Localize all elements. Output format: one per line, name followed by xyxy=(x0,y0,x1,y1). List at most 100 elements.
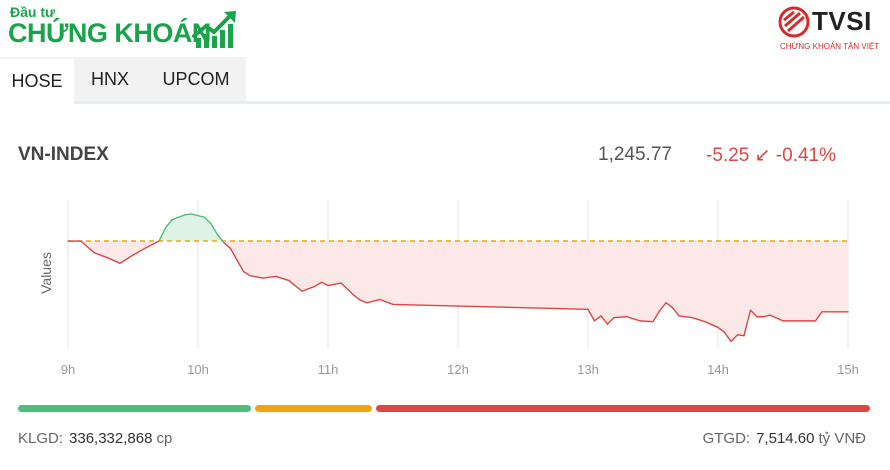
index-line-segment xyxy=(210,223,219,236)
volume-unit: cp xyxy=(156,430,173,447)
index-line-segment xyxy=(203,216,212,225)
down-arrow-icon: ↙ xyxy=(754,145,771,166)
index-line-segment xyxy=(262,275,277,279)
index-line-segment xyxy=(736,334,745,337)
index-line-segment xyxy=(80,240,95,254)
volume-label: KLGD: xyxy=(18,430,64,447)
index-value: 1,245.77 xyxy=(598,144,672,165)
index-line-segment xyxy=(769,314,784,322)
partner-logo[interactable]: TVSI CHỨNG KHOÁN TÂN VIỆT xyxy=(776,4,886,56)
index-line-segment xyxy=(814,311,823,322)
x-tick-label: 9h xyxy=(61,362,75,377)
index-change: -5.25 ↙ -0.41% xyxy=(706,144,836,167)
index-line-segment xyxy=(314,281,323,288)
index-line-segment xyxy=(93,251,108,259)
index-line-segment xyxy=(749,309,758,318)
x-tick-label: 10h xyxy=(187,362,209,377)
index-line-segment xyxy=(164,219,173,229)
brand-logo-small-text: Đầu tư xyxy=(10,4,56,20)
index-line-segment xyxy=(197,214,206,218)
index-line-segment xyxy=(730,334,739,343)
index-line-segment xyxy=(223,242,232,250)
index-name: VN-INDEX xyxy=(18,144,109,165)
index-line-segment xyxy=(652,310,661,323)
index-line-segment xyxy=(190,213,199,217)
x-tick-label: 11h xyxy=(318,362,339,377)
brand-logo-text: CHỨNG KHOÁN xyxy=(8,18,211,48)
index-line-segment xyxy=(743,309,752,337)
index-line-segment xyxy=(723,331,732,343)
index-line-segment xyxy=(353,294,362,302)
index-line-segment xyxy=(327,282,342,287)
index-change-points: -5.25 xyxy=(706,145,750,166)
index-line-segment xyxy=(171,216,180,221)
declining-segment xyxy=(376,405,870,412)
index-line-segment xyxy=(762,314,771,318)
partner-logo-text: TVSI xyxy=(812,6,872,36)
index-line-segment xyxy=(145,240,160,249)
index-line-segment xyxy=(626,316,641,322)
index-line-segment xyxy=(593,315,602,322)
tabs-divider xyxy=(74,101,890,104)
index-line-segment xyxy=(392,303,459,307)
market-breadth-bar xyxy=(18,405,870,412)
index-line-segment xyxy=(340,282,355,297)
below-reference-area xyxy=(68,240,848,342)
index-line-segment xyxy=(236,259,245,273)
index-change-percent: -0.41% xyxy=(775,145,836,166)
index-line-segment xyxy=(359,299,368,304)
index-line-segment xyxy=(119,254,134,265)
index-line-segment xyxy=(606,316,615,325)
tab-hnx[interactable]: HNX xyxy=(90,68,129,89)
index-line-segment xyxy=(106,256,121,265)
value-label: GTGD: xyxy=(702,430,751,447)
trading-volume: KLGD: 336,332,868 cp xyxy=(18,430,172,447)
tab-hose[interactable]: HOSE xyxy=(0,59,74,103)
x-tick-label: 13h xyxy=(577,362,599,377)
index-line-segment xyxy=(177,214,186,218)
index-line-segment xyxy=(587,308,596,322)
x-tick-label: 12h xyxy=(447,362,469,377)
index-line-segment xyxy=(229,247,238,261)
index-line-segment xyxy=(639,320,654,323)
index-line-segment xyxy=(288,279,303,292)
x-tick-label: 15h xyxy=(837,362,859,377)
index-line-segment xyxy=(691,316,706,323)
unchanged-segment xyxy=(255,405,373,412)
index-line-segment xyxy=(249,274,264,279)
value-unit: tỷ VNĐ xyxy=(818,430,866,447)
advancing-segment xyxy=(18,405,252,412)
y-axis-label: Values xyxy=(38,252,54,294)
index-line-segment xyxy=(671,307,680,317)
index-line-segment xyxy=(216,233,225,244)
index-line-segment xyxy=(132,246,147,256)
brand-logo[interactable]: Đầu tư CHỨNG KHOÁN xyxy=(8,4,248,54)
trading-value: GTGD: 7,514.60 tỷ VNĐ xyxy=(703,430,866,447)
index-line-segment xyxy=(184,213,193,216)
intraday-chart-svg: 9h 10h 11h 12h 13h 14h 15h Values xyxy=(38,200,859,377)
index-line-segment xyxy=(301,285,316,292)
index-line-segment xyxy=(613,316,628,319)
rising-chart-icon xyxy=(192,11,236,48)
index-line-segment xyxy=(320,281,329,287)
index-line-segment xyxy=(158,227,167,242)
index-line-segment xyxy=(678,315,693,319)
intraday-chart: 9h 10h 11h 12h 13h 14h 15h Values xyxy=(0,188,890,388)
index-line-segment xyxy=(658,302,667,312)
exchange-tabs: HOSE HNX UPCOM xyxy=(0,57,246,103)
index-line-segment xyxy=(366,298,381,304)
tab-upcom[interactable]: UPCOM xyxy=(162,68,230,89)
value-amount: 7,514.60 xyxy=(756,430,815,447)
index-line-segment xyxy=(717,326,726,334)
x-tick-label: 14h xyxy=(707,362,729,377)
index-line-segment xyxy=(665,302,674,309)
index-line-segment xyxy=(600,315,609,325)
index-line-segment xyxy=(242,270,251,277)
volume-value: 336,332,868 xyxy=(69,430,153,447)
partner-logo-subtitle: CHỨNG KHOÁN TÂN VIỆT xyxy=(780,42,880,51)
index-line-segment xyxy=(379,298,394,306)
index-line-segment xyxy=(522,307,589,311)
index-line-segment xyxy=(704,320,719,329)
tvsi-emblem-icon xyxy=(778,6,810,38)
index-line-segment xyxy=(457,305,524,309)
